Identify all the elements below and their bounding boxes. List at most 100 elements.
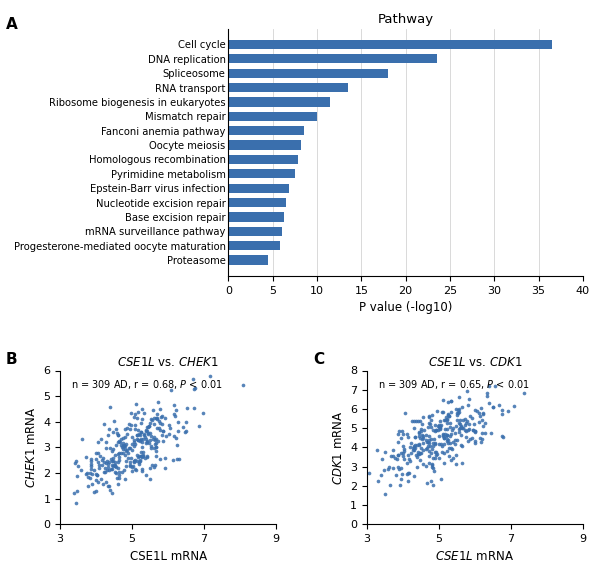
Point: [147, 415, 156, 424]
Point: [471, 426, 480, 435]
Point: [430, 454, 439, 463]
Point: [451, 451, 461, 460]
Point: [410, 443, 420, 453]
Point: [96, 474, 106, 483]
Point: [120, 442, 130, 451]
Point: [133, 430, 142, 439]
Point: [442, 446, 452, 455]
Bar: [228, 155, 297, 164]
Point: [92, 476, 102, 485]
Point: [481, 418, 490, 428]
Point: [181, 428, 191, 437]
Point: [394, 426, 404, 435]
Point: [434, 440, 444, 449]
Point: [409, 472, 419, 481]
Point: [434, 432, 444, 441]
Point: [129, 461, 138, 470]
Point: [404, 469, 413, 478]
Point: [438, 431, 447, 441]
Point: [398, 426, 407, 435]
Point: [456, 416, 465, 425]
Point: [418, 412, 427, 421]
Point: [98, 454, 108, 463]
Point: [454, 393, 463, 402]
Point: [155, 405, 165, 414]
X-axis label: $\mathit{CSE1L}$ mRNA: $\mathit{CSE1L}$ mRNA: [435, 549, 514, 563]
Point: [142, 438, 151, 447]
Point: [380, 447, 390, 457]
Point: [116, 435, 126, 444]
Point: [438, 430, 448, 439]
Point: [442, 430, 452, 439]
Point: [90, 466, 99, 475]
Point: [410, 433, 419, 442]
Point: [152, 414, 162, 423]
Point: [130, 410, 139, 419]
Point: [161, 431, 171, 441]
Point: [403, 433, 412, 442]
Point: [125, 460, 135, 469]
Point: [171, 405, 181, 414]
Point: [463, 437, 473, 446]
Point: [92, 454, 102, 463]
Point: [159, 427, 168, 436]
Point: [433, 426, 443, 435]
Point: [376, 471, 385, 480]
Point: [439, 433, 449, 442]
Point: [448, 437, 458, 446]
Point: [121, 440, 131, 449]
Point: [136, 428, 145, 437]
Point: [380, 489, 389, 498]
Point: [130, 400, 140, 409]
Point: [406, 449, 416, 458]
Point: [151, 443, 160, 452]
Point: [448, 424, 458, 433]
Point: [432, 450, 442, 459]
Point: [444, 409, 453, 418]
Point: [395, 480, 404, 489]
Point: [181, 417, 191, 426]
Point: [406, 442, 415, 451]
Point: [124, 443, 133, 453]
Point: [499, 433, 508, 442]
Point: [445, 418, 454, 428]
Point: [118, 448, 127, 457]
Point: [429, 481, 438, 490]
Point: [142, 438, 151, 447]
Point: [464, 425, 474, 434]
Point: [151, 414, 160, 423]
Point: [100, 463, 110, 473]
Title: $\mathit{CSE1L}$ vs. $\mathit{CHEK1}$: $\mathit{CSE1L}$ vs. $\mathit{CHEK1}$: [117, 356, 219, 369]
Bar: [228, 126, 304, 135]
Point: [462, 419, 471, 428]
Point: [503, 406, 513, 416]
Point: [136, 447, 145, 457]
Point: [160, 463, 170, 473]
Point: [157, 430, 167, 439]
Point: [433, 422, 443, 431]
Point: [458, 416, 468, 425]
Point: [135, 435, 145, 444]
Point: [416, 443, 426, 453]
Point: [191, 383, 200, 392]
Point: [436, 440, 446, 449]
Point: [141, 426, 151, 435]
Point: [468, 434, 477, 443]
Point: [418, 438, 428, 447]
Point: [424, 431, 433, 440]
Point: [414, 429, 424, 438]
Point: [428, 441, 438, 450]
Point: [138, 448, 148, 457]
Point: [70, 458, 80, 467]
Point: [206, 372, 215, 381]
Point: [431, 451, 441, 460]
Point: [198, 409, 208, 418]
Point: [119, 441, 129, 450]
X-axis label: CSE1L mRNA: CSE1L mRNA: [130, 549, 207, 563]
Point: [141, 434, 151, 443]
Point: [141, 425, 151, 434]
Point: [450, 436, 460, 445]
Point: [142, 452, 152, 461]
Point: [112, 463, 121, 472]
Point: [429, 466, 439, 475]
